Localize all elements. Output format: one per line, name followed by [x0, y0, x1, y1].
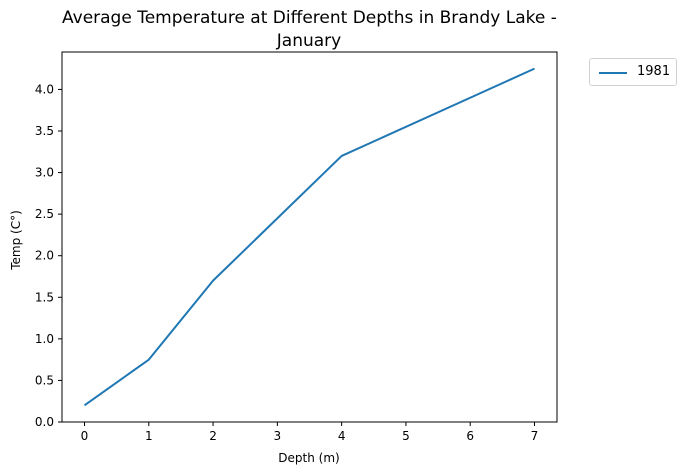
y-tick-label: 0.0	[35, 415, 54, 429]
y-tick-label: 1.5	[35, 290, 54, 304]
x-tick-label: 6	[466, 429, 474, 443]
legend-label: 1981	[637, 64, 671, 79]
x-axis-label: Depth (m)	[278, 451, 339, 465]
legend: 1981	[589, 58, 677, 86]
y-tick-label: 3.0	[35, 166, 54, 180]
chart-title-line-2: January	[276, 31, 342, 51]
y-tick-label: 1.0	[35, 332, 54, 346]
y-tick-label: 2.5	[35, 207, 54, 221]
chart-title-line-1: Average Temperature at Different Depths …	[62, 8, 557, 28]
y-tick-label: 4.0	[35, 82, 54, 96]
plot-frame	[61, 51, 558, 423]
x-tick-label: 3	[274, 429, 282, 443]
x-tick-label: 1	[145, 429, 153, 443]
y-tick-label: 3.5	[35, 124, 54, 138]
legend-line-swatch	[599, 72, 627, 74]
x-tick-label: 7	[531, 429, 539, 443]
x-tick-label: 0	[81, 429, 89, 443]
y-tick-label: 0.5	[35, 373, 54, 387]
series-line-1981	[83, 67, 535, 407]
axes: 0 1 2 3 4 5 6 7 0.0 0.5 1.0 1.5 2.0 2.5 3.0 3.5 4.0	[35, 51, 558, 443]
y-tick-label: 2.0	[35, 249, 54, 263]
x-tick-label: 2	[209, 429, 217, 443]
x-tick-label: 5	[402, 429, 410, 443]
x-tick-label: 4	[338, 429, 346, 443]
y-axis-label: Temp (C°)	[9, 210, 23, 271]
